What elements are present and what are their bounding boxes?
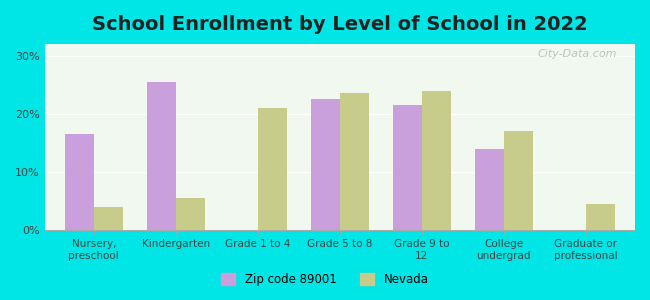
Bar — [176, 198, 205, 230]
Bar — [475, 149, 504, 230]
Legend: Zip code 89001, Nevada: Zip code 89001, Nevada — [216, 268, 434, 291]
Bar — [94, 207, 122, 230]
Bar — [65, 134, 94, 230]
Bar — [258, 108, 287, 230]
Text: City-Data.com: City-Data.com — [538, 50, 618, 59]
Bar — [393, 105, 422, 230]
Bar — [504, 131, 532, 230]
Bar — [147, 82, 176, 230]
Bar — [311, 99, 340, 230]
Bar — [340, 93, 369, 230]
Bar — [586, 204, 614, 230]
Bar — [422, 91, 450, 230]
Title: School Enrollment by Level of School in 2022: School Enrollment by Level of School in … — [92, 15, 588, 34]
